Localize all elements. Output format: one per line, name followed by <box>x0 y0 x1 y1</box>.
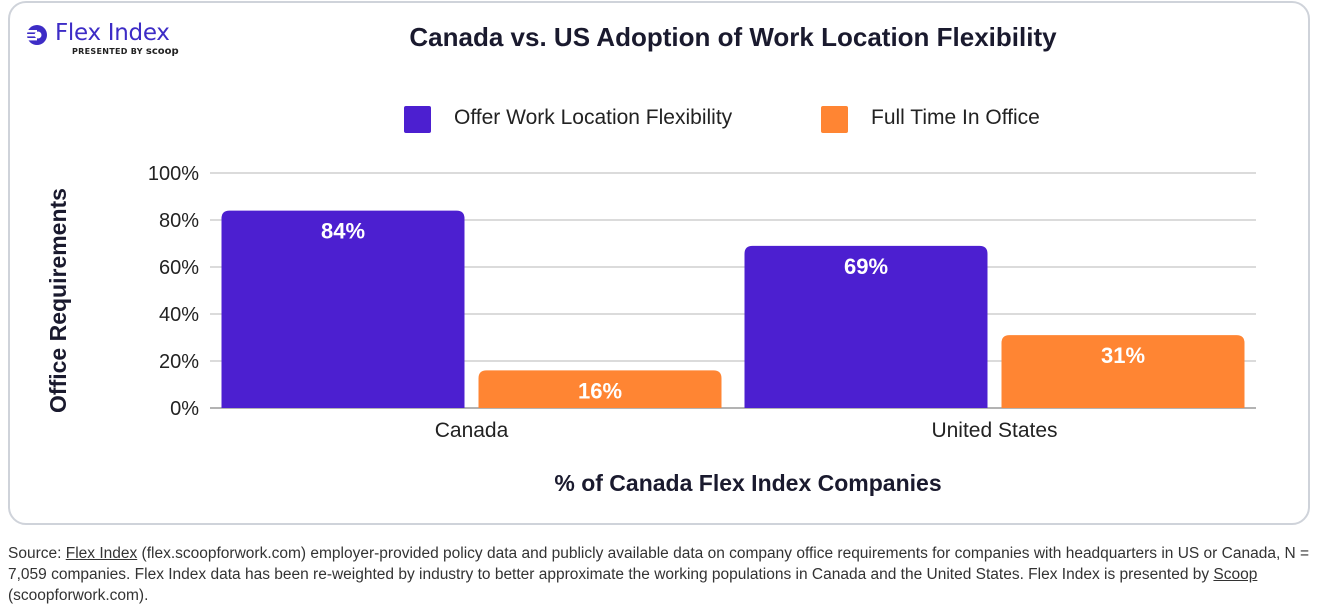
footer-source-text: (flex.scoopforwork.com) employer-provide… <box>8 545 1310 583</box>
legend-label-flexibility: Offer Work Location Flexibility <box>454 106 733 129</box>
logo-tagline: PRESENTED BY scoop <box>72 46 179 57</box>
footer-presenter-text: (scoopforwork.com). <box>8 587 149 604</box>
scoop-link[interactable]: Scoop <box>1213 566 1258 583</box>
flex-index-logo-icon <box>24 25 47 45</box>
legend-swatch-flexibility <box>404 106 431 133</box>
legend-swatch-full-time-office <box>821 106 848 133</box>
legend-label-full-time-office: Full Time In Office <box>871 106 1040 129</box>
logo-presented-by: PRESENTED BY <box>72 47 143 56</box>
chart-card <box>8 1 1310 525</box>
logo-name: Flex Index <box>55 20 170 46</box>
logo-brand: scoop <box>145 46 179 57</box>
chart-title: Canada vs. US Adoption of Work Location … <box>409 22 1057 52</box>
source-footnote: Source: Flex Index (flex.scoopforwork.co… <box>8 543 1314 606</box>
flex-index-link[interactable]: Flex Index <box>65 545 138 562</box>
footer-source-prefix: Source: <box>8 545 66 562</box>
flex-index-logo: Flex Index PRESENTED BY scoop <box>24 20 194 61</box>
